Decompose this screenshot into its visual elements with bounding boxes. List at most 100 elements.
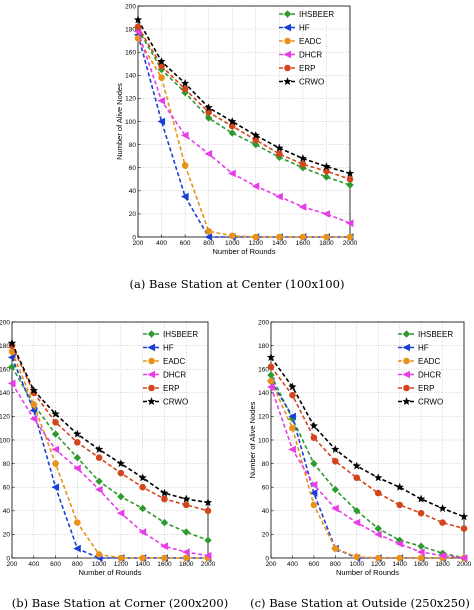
data-point-dhcr <box>288 445 296 454</box>
data-point-ihsbeer <box>322 173 331 181</box>
series-line-hf <box>270 380 464 559</box>
data-point-eadc <box>353 553 361 561</box>
y-tick-label: 180 <box>258 343 269 350</box>
legend-marker-erp <box>148 384 155 392</box>
series-line-ihsbeer <box>11 366 209 542</box>
series-line-crwo <box>11 342 209 504</box>
series-line-erp <box>270 366 465 530</box>
series-line-eadc <box>11 351 208 559</box>
legend-marker-eadc <box>284 37 291 45</box>
y-tick-label: 60 <box>262 485 270 492</box>
y-tick-label: 160 <box>0 367 10 374</box>
data-point-crwo <box>438 504 447 513</box>
legend-marker-ihsbeer <box>283 10 292 18</box>
data-point-erp <box>182 501 190 509</box>
data-point-ihsbeer <box>73 453 82 462</box>
data-point-crwo <box>228 117 237 126</box>
x-tick-label: 400 <box>28 561 39 568</box>
data-point-dhcr <box>298 203 307 211</box>
data-point-crwo <box>345 169 355 178</box>
x-tick-label: 1400 <box>135 561 150 568</box>
x-tick-label: 1800 <box>319 240 334 247</box>
y-tick-label: 0 <box>132 234 136 241</box>
y-tick-label: 180 <box>125 26 136 33</box>
data-point-crwo <box>138 473 147 482</box>
y-tick-label: 120 <box>125 96 136 103</box>
legend-marker-erp <box>284 64 291 72</box>
y-tick-label: 120 <box>0 414 10 421</box>
legend-marker-hf <box>402 343 410 352</box>
data-point-crwo <box>182 494 191 503</box>
y-axis-label: Number of Alive Nodes <box>248 401 257 478</box>
data-point-crwo <box>288 382 297 391</box>
data-point-ihsbeer <box>51 430 60 438</box>
data-point-crwo <box>73 429 82 438</box>
data-point-eadc <box>252 233 260 241</box>
y-tick-label: 200 <box>0 319 10 326</box>
data-point-hf <box>288 412 296 421</box>
legend-marker-crwo <box>402 397 411 406</box>
legend-marker-crwo <box>283 77 292 86</box>
data-point-crwo <box>51 409 60 418</box>
y-tick-label: 20 <box>129 211 137 218</box>
y-tick-label: 40 <box>262 508 270 515</box>
data-point-eadc <box>158 74 165 81</box>
data-point-dhcr <box>438 551 447 560</box>
x-tick-label: 1800 <box>435 561 450 568</box>
data-point-dhcr <box>180 131 189 140</box>
y-tick-label: 160 <box>125 50 136 57</box>
data-point-dhcr <box>116 509 125 517</box>
data-point-crwo <box>322 162 331 171</box>
data-point-eadc <box>8 348 16 355</box>
data-point-erp <box>117 469 125 477</box>
x-tick-label: 600 <box>50 561 61 568</box>
data-point-dhcr <box>275 192 283 201</box>
data-point-crwo <box>116 459 126 468</box>
legend-marker-dhcr <box>147 370 155 379</box>
legend-marker-ihsbeer <box>147 330 156 338</box>
data-point-crwo <box>275 143 284 152</box>
data-point-eadc <box>276 233 283 241</box>
data-point-ihsbeer <box>204 114 213 122</box>
x-axis-label: Number of Rounds <box>336 568 399 577</box>
y-tick-label: 100 <box>258 437 269 444</box>
legend-marker-eadc <box>148 357 155 365</box>
data-point-dhcr <box>251 182 260 190</box>
data-point-crwo <box>157 57 166 66</box>
data-point-dhcr <box>157 96 166 105</box>
data-point-ihsbeer <box>182 528 190 536</box>
data-point-crwo <box>331 445 340 454</box>
series-line-eadc <box>270 380 464 559</box>
series-line-dhcr <box>270 386 465 559</box>
data-point-dhcr <box>459 554 468 562</box>
data-point-dhcr <box>309 481 318 489</box>
data-point-eadc <box>299 233 307 241</box>
data-point-ihsbeer <box>8 363 16 371</box>
caption-a: (a) Base Station at Center (100x100) <box>130 277 345 291</box>
data-point-hf <box>309 489 318 497</box>
data-point-dhcr <box>7 379 16 388</box>
x-tick-label: 400 <box>287 561 298 568</box>
y-tick-label: 180 <box>0 343 10 350</box>
data-point-erp <box>134 23 142 31</box>
y-tick-label: 20 <box>3 532 11 539</box>
series-line-erp <box>137 26 351 181</box>
data-point-hf <box>73 544 81 553</box>
data-point-ihsbeer <box>117 492 125 501</box>
y-tick-label: 0 <box>265 555 269 562</box>
y-tick-label: 200 <box>125 3 136 10</box>
x-tick-label: 2000 <box>201 561 216 568</box>
legend-label-eadc: EADC <box>418 357 440 366</box>
legend-label-eadc: EADC <box>163 357 185 366</box>
legend-label-dhcr: DHCR <box>418 371 441 380</box>
data-point-dhcr <box>51 445 60 454</box>
series-line-ihsbeer <box>270 374 465 559</box>
data-point-hf <box>204 233 213 241</box>
series-line-dhcr <box>11 382 209 557</box>
y-tick-label: 140 <box>125 73 136 80</box>
y-tick-label: 100 <box>125 119 136 126</box>
data-point-dhcr <box>94 485 103 494</box>
series-line-hf <box>11 357 208 559</box>
legend-label-dhcr: DHCR <box>299 51 322 60</box>
legend-label-dhcr: DHCR <box>163 371 186 380</box>
